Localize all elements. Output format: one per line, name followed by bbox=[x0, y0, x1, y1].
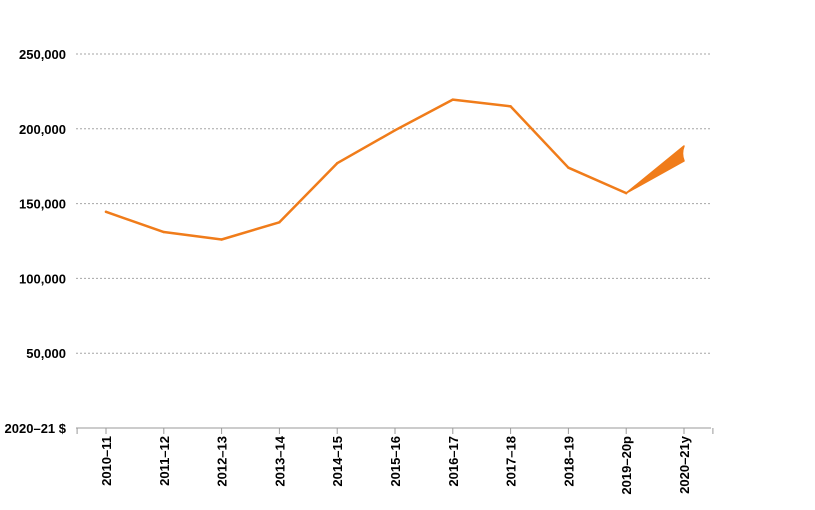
x-tick-label: 2011–12 bbox=[157, 436, 172, 486]
y-tick-label: 150,000 bbox=[19, 197, 66, 212]
y-tick-label: 250,000 bbox=[19, 47, 66, 62]
x-axis-tick-labels: 2010–11 2011–12 2012–13 2013–14 2014–15 2015–… bbox=[99, 435, 692, 494]
data-point bbox=[567, 166, 570, 169]
series-layer bbox=[104, 98, 685, 241]
y-tick-label: 100,000 bbox=[19, 271, 66, 286]
x-tick-label: 2015–16 bbox=[388, 436, 403, 487]
data-point bbox=[336, 162, 339, 165]
x-tick-label: 2012–13 bbox=[215, 436, 230, 487]
data-point bbox=[393, 129, 397, 132]
data-point bbox=[625, 191, 628, 195]
data-point bbox=[162, 230, 165, 234]
x-tick-label: 2010–11 bbox=[99, 436, 114, 486]
x-tick-label: 2017–18 bbox=[504, 436, 519, 487]
x-tick-label: 2018–19 bbox=[561, 436, 576, 487]
data-point bbox=[220, 238, 223, 241]
x-tick-label: 2016–17 bbox=[446, 436, 461, 487]
x-tick-label: 2013–14 bbox=[272, 435, 287, 486]
y-axis-tick-labels: 50,000 100,000 150,000 200,000 250,000 bbox=[19, 47, 66, 361]
data-point bbox=[278, 221, 281, 224]
y-tick-label: 200,000 bbox=[19, 122, 66, 137]
series-line bbox=[104, 98, 628, 241]
data-point bbox=[451, 98, 454, 101]
x-tick-label: 2020–21y bbox=[677, 435, 692, 494]
y-axis-unit-label: 2020–21 $ bbox=[5, 421, 67, 436]
gridlines bbox=[76, 53, 711, 354]
projection-range bbox=[625, 145, 685, 194]
data-point bbox=[509, 105, 512, 108]
x-tick-label: 2019–20p bbox=[619, 436, 634, 495]
x-tick-label: 2014–15 bbox=[330, 436, 345, 487]
y-tick-label: 50,000 bbox=[26, 346, 66, 361]
data-point bbox=[104, 210, 108, 214]
x-axis-ticks bbox=[76, 428, 714, 434]
